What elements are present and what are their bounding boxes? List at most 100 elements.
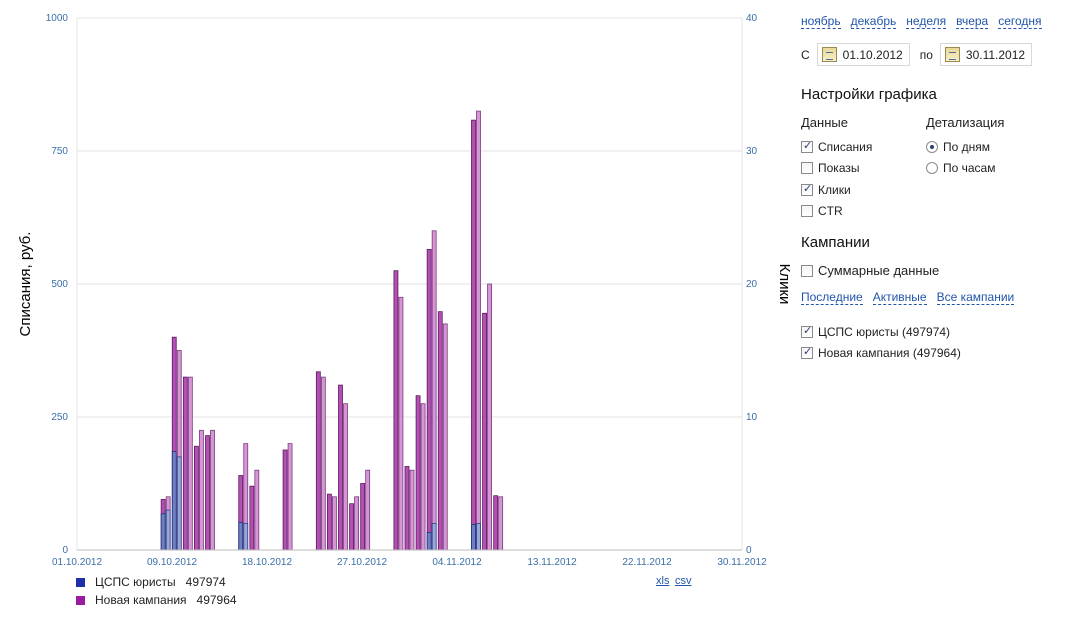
campaign-item[interactable]: Новая кампания (497964) <box>801 343 1066 365</box>
right-tick-label: 40 <box>746 13 758 24</box>
left-tick-label: 750 <box>51 146 68 157</box>
option-spend-label: Списания <box>818 139 873 154</box>
period-links: ноябрь декабрь неделя вчера сегодня <box>801 14 1066 29</box>
checkbox-campaign-1[interactable] <box>801 324 813 338</box>
date-to-label: по <box>919 47 933 62</box>
radio-by-hours[interactable] <box>926 162 938 175</box>
x-tick-label: 30.11.2012 <box>717 557 767 568</box>
calendar-icon[interactable] <box>944 47 960 62</box>
checkbox-summary[interactable] <box>801 264 813 277</box>
bar-spend-campaign-2 <box>393 270 399 551</box>
bar-clicks-campaign-2 <box>332 496 337 551</box>
bar-clicks-campaign-2 <box>210 429 215 551</box>
bar-spend-campaign-2 <box>194 445 199 551</box>
y-axis-title-right: Клики <box>776 264 790 305</box>
detail-options: Детализация По дням По часам <box>926 115 1051 222</box>
bar-clicks-campaign-2 <box>254 469 260 551</box>
bar-spend-campaign-2 <box>493 495 499 551</box>
bar-clicks-campaign-1 <box>431 523 437 551</box>
legend-id-campaign-2: 497964 <box>196 593 237 607</box>
legend-id-campaign-1: 497974 <box>185 575 226 589</box>
option-ctr[interactable]: CTR <box>801 201 926 223</box>
option-clicks[interactable]: Клики <box>801 179 926 201</box>
data-header: Данные <box>801 115 848 130</box>
bar-clicks-campaign-2 <box>320 376 326 551</box>
right-tick-label: 10 <box>746 412 758 423</box>
bar-spend-campaign-1 <box>160 513 166 551</box>
bar-spend-campaign-1 <box>426 532 432 551</box>
left-tick-label: 500 <box>51 279 68 290</box>
campaign-link-all[interactable]: Все кампании <box>936 290 1015 305</box>
bar-spend-campaign-1 <box>471 524 476 551</box>
period-link-november[interactable]: ноябрь <box>801 14 841 29</box>
period-link-december[interactable]: декабрь <box>850 14 897 29</box>
bar-spend-campaign-2 <box>349 503 354 551</box>
x-tick-label: 04.11.2012 <box>432 557 482 568</box>
campaigns-title: Кампании <box>801 234 870 251</box>
calendar-icon[interactable] <box>821 47 837 62</box>
chart-area: 0 0 250 10 500 20 750 30 1000 40 01.10.2012 09.10.2… <box>17 13 790 607</box>
bar-spend-campaign-2 <box>437 311 443 551</box>
bar-clicks-campaign-2 <box>420 403 426 551</box>
bar-clicks-campaign-1 <box>165 509 171 551</box>
data-options: Данные Списания Показы Клики CTR <box>801 115 926 222</box>
checkbox-spend[interactable] <box>801 139 813 153</box>
export-csv-link[interactable]: csv <box>675 575 692 587</box>
campaign-link-active[interactable]: Активные <box>872 290 927 305</box>
x-tick-label: 22.11.2012 <box>622 557 672 568</box>
detail-header: Детализация <box>926 115 1005 130</box>
x-tick-label: 13.11.2012 <box>527 557 577 568</box>
checkbox-ctr[interactable] <box>801 205 813 218</box>
option-summary[interactable]: Суммарные данные <box>801 263 1066 278</box>
bar-clicks-campaign-2 <box>498 496 504 551</box>
bar-clicks-campaign-2 <box>199 429 204 551</box>
legend-swatch-campaign-2 <box>76 595 85 605</box>
spend-clicks-chart: 0 0 250 10 500 20 750 30 1000 40 01.10.2012 09.10.2… <box>17 13 790 568</box>
option-impressions[interactable]: Показы <box>801 158 926 180</box>
option-by-days[interactable]: По дням <box>926 136 1051 158</box>
date-to-value: 30.11.2012 <box>965 47 1026 62</box>
option-spend[interactable]: Списания <box>801 136 926 158</box>
checkbox-impressions[interactable] <box>801 162 813 175</box>
bar-spend-campaign-2 <box>249 485 255 551</box>
bar-spend-campaign-2 <box>205 435 210 551</box>
bar-spend-campaign-2 <box>426 249 432 551</box>
period-link-week[interactable]: неделя <box>906 14 947 29</box>
checkbox-clicks[interactable] <box>801 182 813 196</box>
bar-spend-campaign-2 <box>182 376 188 551</box>
period-link-today[interactable]: сегодня <box>998 14 1042 29</box>
legend-name-campaign-2: Новая кампания <box>95 593 187 607</box>
left-tick-label: 250 <box>51 412 68 423</box>
option-by-hours[interactable]: По часам <box>926 158 1051 180</box>
bar-clicks-campaign-2 <box>365 469 371 551</box>
settings-columns: Данные Списания Показы Клики CTR Детализ… <box>801 115 1066 222</box>
campaign-item-label: Новая кампания (497964) <box>818 346 961 361</box>
bar-spend-campaign-2 <box>415 395 421 551</box>
campaign-filter-links: Последние Активные Все кампании <box>801 290 1066 305</box>
date-to-field[interactable]: 30.11.2012 <box>939 43 1033 66</box>
y-axis-title-left: Списания, руб. <box>17 232 34 337</box>
period-link-yesterday[interactable]: вчера <box>956 14 989 29</box>
x-tick-label: 09.10.2012 <box>147 557 197 568</box>
option-summary-label: Суммарные данные <box>818 263 940 278</box>
left-tick-label: 1000 <box>46 13 69 24</box>
bar-spend-campaign-2 <box>404 466 410 551</box>
settings-panel: ноябрь декабрь неделя вчера сегодня С 01… <box>801 14 1066 364</box>
date-from-field[interactable]: 01.10.2012 <box>816 43 910 66</box>
bar-clicks-campaign-1 <box>476 523 481 551</box>
bar-spend-campaign-2 <box>282 449 288 551</box>
campaign-link-recent[interactable]: Последние <box>801 290 863 305</box>
bar-clicks-campaign-2 <box>442 323 448 551</box>
option-clicks-label: Клики <box>818 182 851 197</box>
export-xls-link[interactable]: xls <box>656 575 670 587</box>
checkbox-campaign-2[interactable] <box>801 345 813 360</box>
date-range: С 01.10.2012 по 30.11.2012 <box>801 43 1066 66</box>
bar-clicks-campaign-2 <box>343 403 348 551</box>
campaign-item[interactable]: ЦСПС юристы (497974) <box>801 321 1066 343</box>
bar-clicks-campaign-1 <box>243 523 249 551</box>
bar-spend-campaign-2 <box>360 483 366 551</box>
radio-by-days[interactable] <box>926 140 938 153</box>
bar-clicks-campaign-2 <box>487 283 492 551</box>
bar-spend-campaign-1 <box>238 521 244 551</box>
right-tick-label: 0 <box>746 545 752 556</box>
